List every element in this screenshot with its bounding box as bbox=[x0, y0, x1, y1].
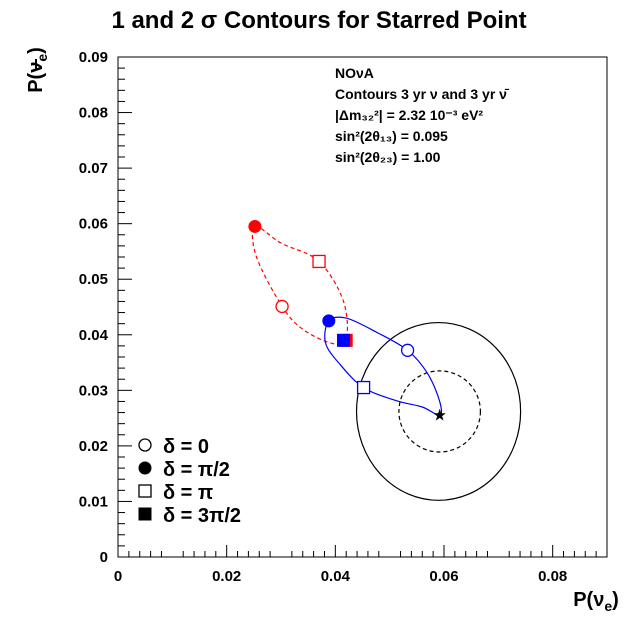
info-line: NOνA bbox=[335, 65, 374, 81]
y-tick-label: 0.06 bbox=[79, 216, 108, 233]
y-tick-label: 0.05 bbox=[79, 271, 108, 288]
legend-label: δ = 3π/2 bbox=[163, 505, 241, 527]
info-line: sin²(2θ₁₃) = 0.095 bbox=[335, 128, 448, 144]
legend-label: δ = π/2 bbox=[163, 459, 230, 481]
y-tick-label: 0.03 bbox=[79, 382, 108, 399]
x-tick-label: 0.06 bbox=[429, 568, 458, 585]
plot-frame bbox=[117, 56, 608, 558]
x-tick-label: 0.08 bbox=[538, 568, 567, 585]
x-tick-label: 0 bbox=[114, 568, 122, 585]
info-line: sin²(2θ₂₃) = 1.00 bbox=[335, 149, 441, 165]
y-tick-label: 0.01 bbox=[79, 493, 108, 510]
legend: δ = 0δ = π/2δ = πδ = 3π/2 bbox=[138, 436, 241, 527]
legend-open-circle-icon bbox=[138, 438, 152, 452]
legend-label: δ = 0 bbox=[163, 436, 209, 458]
legend-open-square-icon bbox=[138, 484, 152, 498]
legend-filled-circle-icon bbox=[138, 461, 152, 475]
series-curve-red bbox=[251, 225, 349, 346]
y-tick-label: 0.02 bbox=[79, 438, 108, 455]
x-axis-label: P(νe) bbox=[573, 589, 619, 614]
starred-point-icon bbox=[433, 408, 446, 421]
legend-filled-square-icon bbox=[138, 507, 152, 521]
x-tick-label: 0.02 bbox=[212, 568, 241, 585]
info-box: NOνA Contours 3 yr ν and 3 yr ν̄ |Δm₃₂²| =… bbox=[335, 65, 510, 165]
marker-blue bbox=[336, 333, 350, 347]
info-line: Contours 3 yr ν and 3 yr ν̄ bbox=[335, 86, 510, 102]
contours-layer bbox=[355, 321, 522, 501]
marker-red bbox=[275, 299, 289, 314]
series-layer bbox=[248, 219, 446, 421]
y-tick-label: 0.07 bbox=[79, 160, 108, 177]
y-tick-label: 0.04 bbox=[79, 327, 109, 344]
marker-red bbox=[248, 219, 262, 233]
contour-2-sigma bbox=[355, 321, 522, 501]
marker-red bbox=[312, 254, 326, 269]
marker-blue bbox=[322, 314, 336, 328]
x-tick-label: 0.04 bbox=[321, 568, 351, 585]
chart-title: 1 and 2 σ Contours for Starred Point bbox=[111, 7, 526, 34]
contour-1-sigma bbox=[398, 370, 482, 453]
series-curve-blue bbox=[324, 316, 443, 416]
axes-layer: 0 0.02 0.04 0.06 0.08 0 0.01 0.02 0.03 0.04 0.05 0.… bbox=[79, 49, 597, 585]
legend-label: δ = π bbox=[163, 482, 213, 504]
marker-blue bbox=[356, 380, 371, 395]
y-tick-label: 0.09 bbox=[79, 49, 108, 66]
y-tick-label: 0 bbox=[100, 549, 108, 566]
y-axis-label: P(νe) bbox=[25, 47, 50, 93]
info-line: |Δm₃₂²| = 2.32 10⁻³ eV² bbox=[335, 107, 483, 123]
marker-blue bbox=[400, 343, 415, 357]
y-tick-label: 0.08 bbox=[79, 105, 108, 122]
